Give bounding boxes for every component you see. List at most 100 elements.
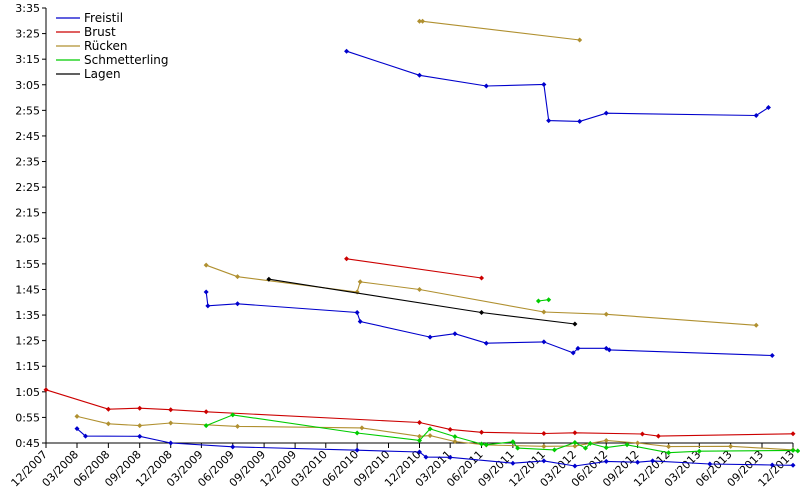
data-point xyxy=(137,423,142,428)
y-tick-label: 1:35 xyxy=(15,309,40,322)
data-point xyxy=(344,49,349,54)
y-tick-label: 3:35 xyxy=(15,2,40,15)
y-tick-label: 3:25 xyxy=(15,28,40,41)
data-point xyxy=(541,339,546,344)
series-2 xyxy=(75,19,796,453)
data-point xyxy=(577,37,582,42)
y-tick-label: 1:05 xyxy=(15,386,40,399)
legend-label-1: Brust xyxy=(84,25,116,39)
data-point xyxy=(640,432,645,437)
data-point xyxy=(417,420,422,425)
data-point xyxy=(791,431,796,436)
data-point xyxy=(428,335,433,340)
data-point xyxy=(205,303,210,308)
data-point xyxy=(235,424,240,429)
y-tick-label: 1:45 xyxy=(15,283,40,296)
data-point xyxy=(479,310,484,315)
data-point xyxy=(417,73,422,78)
series-1 xyxy=(44,256,796,438)
data-point xyxy=(448,427,453,432)
legend-label-4: Lagen xyxy=(84,67,121,81)
data-point xyxy=(359,425,364,430)
data-point xyxy=(355,310,360,315)
data-point xyxy=(604,438,609,443)
data-point xyxy=(452,434,457,439)
data-point xyxy=(572,430,577,435)
data-point xyxy=(484,341,489,346)
data-point xyxy=(728,444,733,449)
series-0 xyxy=(75,49,796,469)
data-point xyxy=(572,322,577,327)
data-point xyxy=(355,431,360,436)
series-line-2-0 xyxy=(77,416,793,450)
data-point xyxy=(546,118,551,123)
series-line-4-0 xyxy=(269,279,575,324)
y-tick-label: 1:25 xyxy=(15,335,40,348)
legend-label-0: Freistil xyxy=(84,11,123,25)
data-point xyxy=(604,111,609,116)
data-point xyxy=(358,319,363,324)
data-point xyxy=(420,19,425,24)
data-point xyxy=(484,84,489,89)
y-tick-label: 0:55 xyxy=(15,411,40,424)
data-point xyxy=(635,441,640,446)
data-point xyxy=(479,442,484,447)
y-tick-label: 3:05 xyxy=(15,79,40,92)
data-point xyxy=(541,82,546,87)
data-point xyxy=(235,301,240,306)
y-tick-label: 1:55 xyxy=(15,258,40,271)
data-point xyxy=(235,274,240,279)
data-point xyxy=(577,119,582,124)
data-point xyxy=(791,463,796,468)
data-point xyxy=(204,263,209,268)
data-point xyxy=(479,430,484,435)
series-4 xyxy=(266,277,577,327)
data-point xyxy=(541,444,546,449)
data-point xyxy=(137,406,142,411)
data-point xyxy=(666,444,671,449)
data-point xyxy=(604,312,609,317)
data-point xyxy=(344,256,349,261)
data-point xyxy=(541,309,546,314)
y-tick-label: 1:15 xyxy=(15,360,40,373)
data-point xyxy=(546,297,551,302)
series-layer xyxy=(44,19,800,469)
data-point xyxy=(204,423,209,428)
data-point xyxy=(204,290,209,295)
data-point xyxy=(795,448,800,453)
y-tick-label: 2:05 xyxy=(15,232,40,245)
data-point xyxy=(428,433,433,438)
data-point xyxy=(168,407,173,412)
data-point xyxy=(106,407,111,412)
data-point xyxy=(552,447,557,452)
data-point xyxy=(604,445,609,450)
data-point xyxy=(106,421,111,426)
series-line-2-2 xyxy=(420,21,580,40)
y-tick-label: 0:45 xyxy=(15,437,40,450)
legend-label-2: Rücken xyxy=(84,39,128,53)
series-line-1-1 xyxy=(347,259,482,278)
data-point xyxy=(168,441,173,446)
data-point xyxy=(754,323,759,328)
series-3 xyxy=(204,297,800,455)
data-point xyxy=(358,279,363,284)
data-point xyxy=(479,275,484,280)
y-tick-label: 2:15 xyxy=(15,207,40,220)
series-line-0-1 xyxy=(206,292,772,356)
series-line-0-2 xyxy=(347,51,769,121)
data-point xyxy=(137,434,142,439)
data-point xyxy=(770,353,775,358)
series-line-2-1 xyxy=(206,265,756,325)
data-point xyxy=(572,464,577,469)
data-point xyxy=(572,440,577,445)
axes: 0:45 0:55 1:05 1:15 1:25 1:35 1:45 1:55 2:05 2:15… xyxy=(9,2,798,489)
data-point xyxy=(417,287,422,292)
y-tick-label: 2:25 xyxy=(15,181,40,194)
y-tick-label: 3:15 xyxy=(15,53,40,66)
data-point xyxy=(75,414,80,419)
data-point xyxy=(536,298,541,303)
data-point xyxy=(656,434,661,439)
